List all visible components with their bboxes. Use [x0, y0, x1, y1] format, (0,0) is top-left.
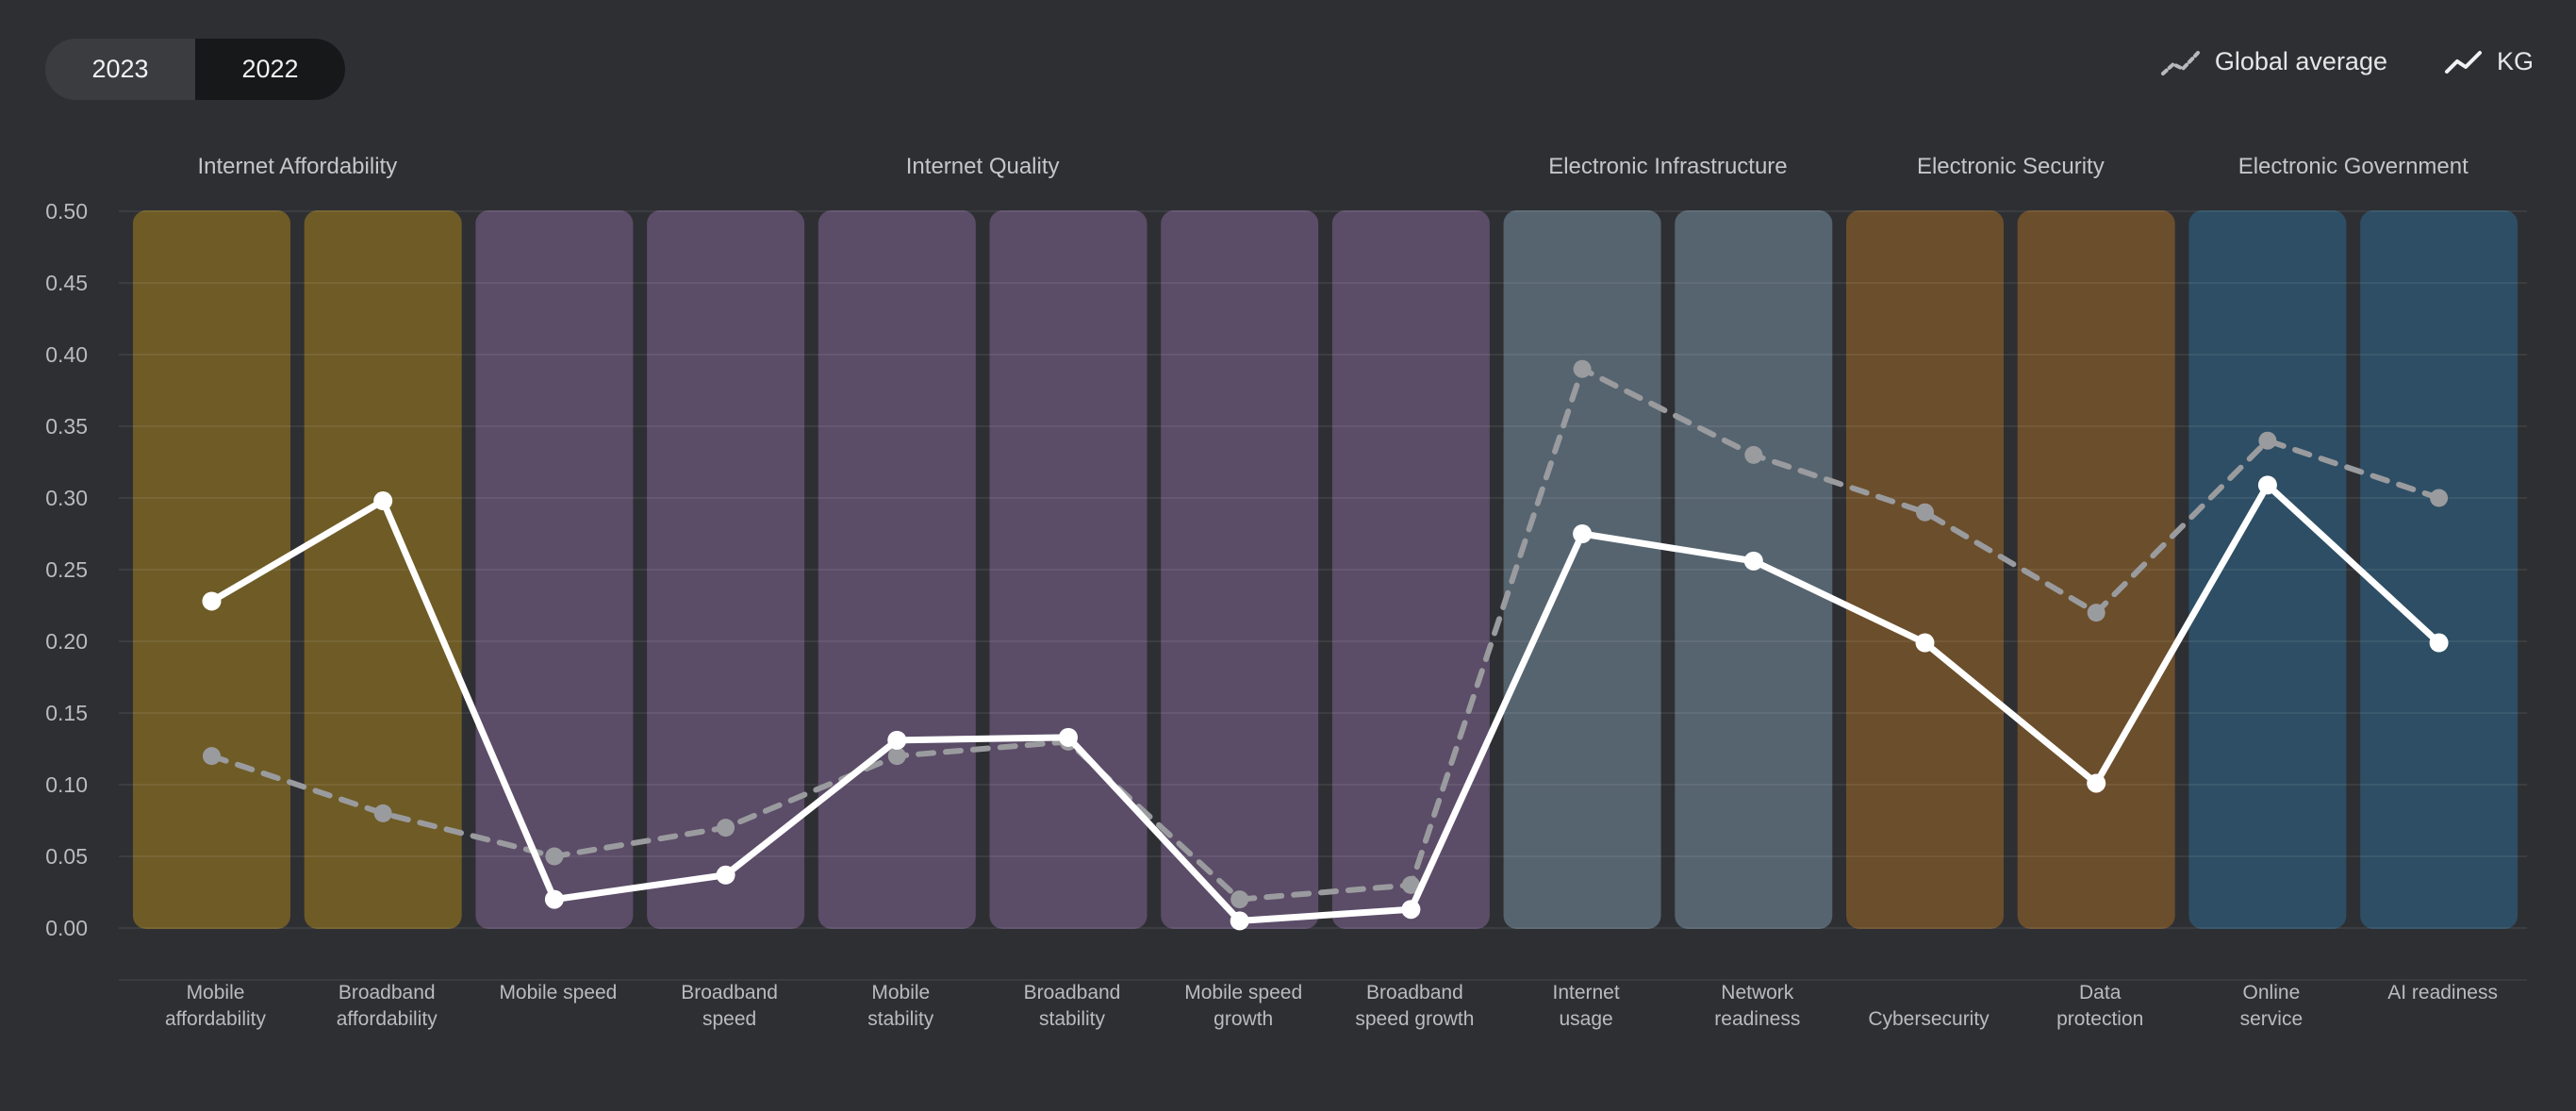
group-label-internet-quality: Internet Quality	[906, 154, 1060, 179]
series-line-global-average	[208, 366, 2442, 903]
category-labels: Mobile affordability Broadband affordabilit…	[165, 982, 2498, 1030]
y-tick-label: 0.50	[45, 199, 88, 224]
category-label: Online service	[2240, 982, 2304, 1030]
dashed-line-icon	[2160, 50, 2200, 75]
y-tick-label: 0.20	[45, 629, 88, 654]
data-point-kg[interactable]	[373, 491, 393, 511]
data-point-global-average[interactable]	[1230, 890, 1249, 909]
category-band-5	[989, 210, 1148, 929]
category-band-2	[475, 210, 634, 929]
data-point-kg[interactable]	[202, 591, 222, 611]
group-labels: Internet Affordability Internet Quality El…	[198, 154, 2469, 179]
group-label-electronic-security: Electronic Security	[1917, 154, 2105, 179]
legend-label-global-average: Global average	[2214, 47, 2387, 75]
y-tick-label: 0.45	[45, 271, 88, 295]
data-point-global-average[interactable]	[1744, 445, 1763, 464]
legend-item-kg[interactable]: KG	[2444, 47, 2534, 76]
data-point-global-average[interactable]	[2430, 489, 2449, 507]
data-point-global-average[interactable]	[2258, 431, 2277, 450]
y-tick-label: 0.25	[45, 557, 88, 582]
data-point-kg[interactable]	[1743, 551, 1763, 571]
category-label: Broadband affordability	[337, 982, 438, 1030]
y-axis-ticks: 0.50 0.45 0.40 0.35 0.30 0.25 0.20 0.15 0.10 0.05…	[45, 199, 88, 940]
year-toggle[interactable]: 2023 2022	[45, 39, 345, 100]
year-2022-button[interactable]: 2022	[195, 39, 345, 100]
chart-legend: Global average KG	[2104, 47, 2534, 76]
category-label: Broadband speed	[681, 982, 778, 1030]
data-point-kg[interactable]	[1059, 727, 1078, 747]
data-point-global-average[interactable]	[1401, 875, 1420, 894]
group-label-internet-affordability: Internet Affordability	[198, 154, 398, 179]
data-point-kg[interactable]	[2257, 475, 2277, 495]
data-point-kg[interactable]	[1573, 524, 1593, 543]
data-point-kg[interactable]	[544, 889, 564, 909]
data-point-kg[interactable]	[716, 865, 735, 885]
legend-label-kg: KG	[2496, 47, 2534, 75]
y-tick-label: 0.40	[45, 342, 88, 367]
data-point-kg[interactable]	[1401, 900, 1421, 920]
category-band-6	[1161, 210, 1319, 929]
category-label: Internet usage	[1552, 982, 1619, 1030]
year-2023-button[interactable]: 2023	[45, 39, 195, 100]
series-line-kg	[208, 481, 2443, 924]
data-point-global-average[interactable]	[717, 819, 735, 837]
group-label-electronic-government: Electronic Government	[2238, 154, 2469, 179]
category-band-8	[1503, 210, 1661, 929]
category-band-3	[647, 210, 805, 929]
category-label: Mobile speed	[499, 982, 617, 1003]
category-band-1	[304, 210, 462, 929]
category-label: Broadband stability	[1024, 982, 1121, 1030]
grid-lines	[119, 210, 2527, 981]
y-tick-label: 0.35	[45, 414, 88, 439]
category-bands	[133, 210, 2518, 929]
category-label: Mobile stability	[867, 982, 934, 1030]
data-point-kg[interactable]	[1915, 633, 1935, 653]
y-tick-label: 0.30	[45, 486, 88, 510]
category-label: Broadband speed growth	[1355, 982, 1474, 1030]
category-label: Mobile speed growth	[1184, 982, 1302, 1030]
data-point-global-average[interactable]	[2087, 604, 2105, 622]
data-point-global-average[interactable]	[373, 804, 392, 822]
y-tick-label: 0.05	[45, 844, 88, 869]
data-point-kg[interactable]	[2087, 773, 2106, 793]
solid-line-icon	[2444, 50, 2482, 74]
data-point-global-average[interactable]	[887, 747, 906, 766]
data-point-kg[interactable]	[1230, 911, 1249, 931]
category-band-10	[1846, 210, 2004, 929]
group-label-electronic-infrastructure: Electronic Infrastructure	[1548, 154, 1787, 179]
y-tick-label: 0.00	[45, 916, 88, 940]
category-label: Network readiness	[1714, 982, 1800, 1030]
category-band-13	[2360, 210, 2518, 929]
y-tick-label: 0.15	[45, 701, 88, 725]
category-band-12	[2188, 210, 2347, 929]
category-label: Mobile affordability	[165, 982, 267, 1030]
data-point-global-average[interactable]	[203, 747, 221, 766]
data-point-global-average[interactable]	[545, 847, 564, 866]
series-lines	[202, 359, 2449, 931]
category-label: AI readiness	[2387, 982, 2498, 1003]
data-point-kg[interactable]	[887, 730, 907, 750]
data-point-global-average[interactable]	[1916, 503, 1934, 522]
category-band-4	[817, 210, 976, 929]
category-band-7	[1331, 210, 1490, 929]
y-tick-label: 0.10	[45, 772, 88, 797]
data-point-kg[interactable]	[2429, 633, 2449, 653]
category-label: Data protection	[2056, 982, 2143, 1030]
category-label: Cybersecurity	[1868, 1008, 1990, 1030]
data-point-global-average[interactable]	[1573, 359, 1592, 378]
category-band-0	[133, 210, 290, 929]
legend-item-global-average[interactable]: Global average	[2160, 47, 2387, 76]
